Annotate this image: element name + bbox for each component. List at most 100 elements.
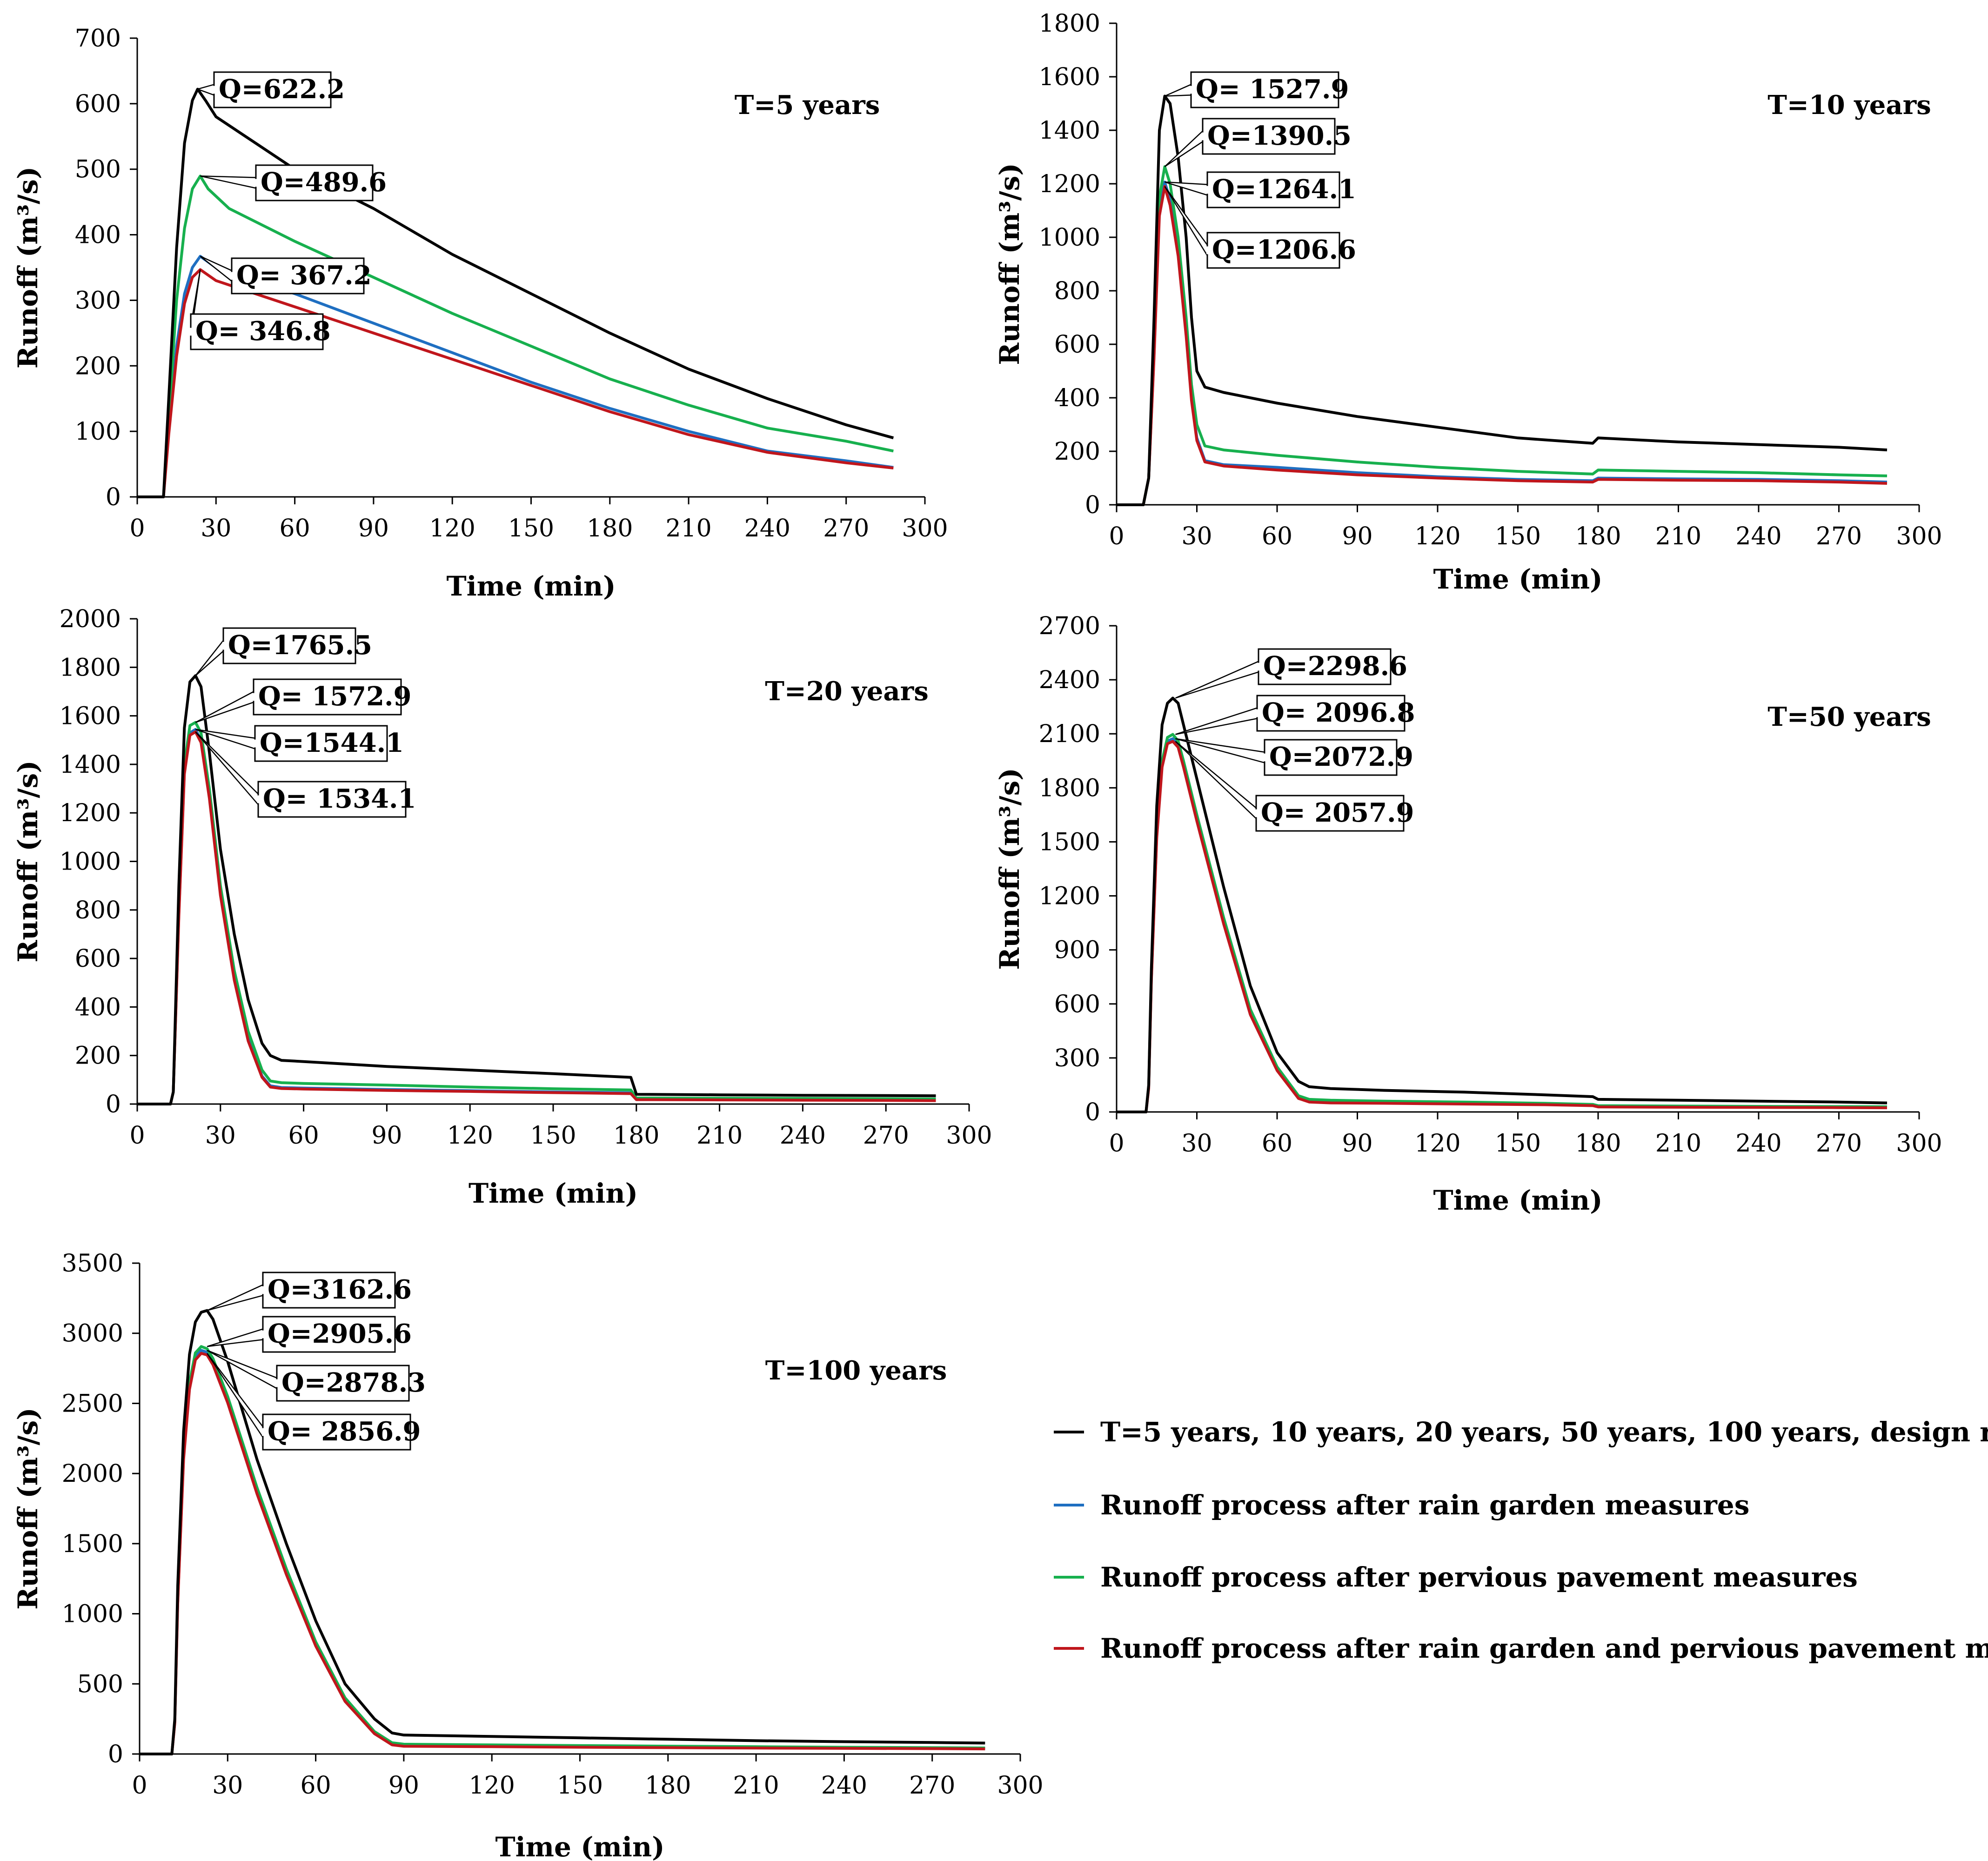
peak-callout: Q=2905.6 bbox=[207, 1316, 412, 1353]
x-tick-label: 90 bbox=[1342, 522, 1372, 550]
y-axis-label: Runoff (m³/s) bbox=[12, 1407, 44, 1610]
y-tick-label: 2700 bbox=[1039, 612, 1100, 640]
y-axis-label: Runoff (m³/s) bbox=[12, 167, 44, 369]
callout-label: Q=1544.1 bbox=[260, 728, 404, 758]
series-line-pervious bbox=[1117, 165, 1888, 506]
y-axis-label: Runoff (m³/s) bbox=[994, 768, 1025, 970]
x-tick-label: 210 bbox=[733, 1772, 779, 1800]
x-tick-label: 150 bbox=[530, 1122, 576, 1150]
callout-label: Q= 2057.9 bbox=[1261, 797, 1414, 828]
legend: T=5 years, 10 years, 20 years, 50 years,… bbox=[1054, 1416, 1988, 1664]
x-tick-label: 180 bbox=[613, 1122, 659, 1150]
callout-box bbox=[213, 71, 332, 108]
chart-panel-t20: 0 30 60 90 120 150 180 210 240 270 300 0 200 400 600 80… bbox=[12, 605, 992, 1209]
x-tick-label: 60 bbox=[280, 515, 310, 542]
y-tick-label: 1800 bbox=[1039, 10, 1100, 38]
x-tick-label: 60 bbox=[301, 1772, 331, 1800]
chart-title: T=100 years bbox=[765, 1355, 947, 1386]
x-axis-label: Time (min) bbox=[1433, 563, 1602, 595]
series-line-combined bbox=[140, 1352, 985, 1755]
y-tick-label: 1600 bbox=[60, 703, 121, 730]
y-tick-label: 600 bbox=[1054, 991, 1100, 1018]
series-line-design bbox=[1117, 94, 1888, 506]
peak-callout: Q=3162.6 bbox=[207, 1272, 412, 1311]
x-tick-label: 300 bbox=[902, 515, 948, 542]
x-tick-label: 240 bbox=[744, 515, 790, 542]
x-tick-label: 210 bbox=[665, 515, 711, 542]
series-line-combined bbox=[137, 730, 936, 1105]
chart-title: T=5 years bbox=[735, 90, 880, 120]
legend-item-combined: Runoff process after rain garden and per… bbox=[1054, 1633, 1988, 1664]
callout-label: Q= 346.8 bbox=[195, 316, 331, 347]
peak-callout: Q= 1572.9 bbox=[195, 678, 412, 723]
x-tick-label: 180 bbox=[1575, 522, 1621, 550]
callout-label: Q=2298.6 bbox=[1263, 651, 1407, 682]
x-tick-label: 180 bbox=[645, 1772, 691, 1800]
series-line-design bbox=[137, 87, 894, 498]
x-tick-label: 240 bbox=[780, 1122, 826, 1150]
series-line-rain-garden bbox=[1117, 181, 1888, 506]
y-tick-label: 1500 bbox=[62, 1530, 123, 1558]
x-tick-label: 0 bbox=[1109, 1130, 1124, 1158]
callout-box bbox=[1258, 648, 1392, 685]
x-tick-label: 240 bbox=[821, 1772, 867, 1800]
y-axis-label: Runoff (m³/s) bbox=[12, 760, 44, 963]
callout-label: Q=1390.5 bbox=[1207, 120, 1352, 151]
x-tick-label: 90 bbox=[371, 1122, 402, 1150]
peak-callout: Q=1544.1 bbox=[195, 725, 404, 762]
callout-pointer bbox=[195, 639, 224, 676]
y-tick-label: 300 bbox=[1054, 1044, 1100, 1072]
chart-title: T=10 years bbox=[1767, 90, 1931, 120]
peak-callout: Q=1390.5 bbox=[1164, 118, 1352, 167]
x-tick-label: 210 bbox=[1655, 1130, 1701, 1158]
y-axis-label: Runoff (m³/s) bbox=[994, 163, 1025, 365]
x-axis-label: Time (min) bbox=[1433, 1185, 1602, 1216]
x-tick-label: 150 bbox=[1495, 1130, 1541, 1158]
callout-label: Q=1765.5 bbox=[228, 630, 372, 661]
x-tick-label: 240 bbox=[1735, 1130, 1781, 1158]
series-line-combined bbox=[137, 268, 894, 498]
y-tick-label: 1800 bbox=[1039, 774, 1100, 802]
y-tick-label: 600 bbox=[75, 90, 121, 118]
x-tick-label: 300 bbox=[1896, 522, 1942, 550]
callout-label: Q=3162.6 bbox=[268, 1274, 412, 1305]
chart-panel-t100: 0 30 60 90 120 150 180 210 240 270 300050010001500… bbox=[12, 1250, 1044, 1861]
x-axis-label: Time (min) bbox=[446, 570, 616, 602]
peak-callout: Q=1765.5 bbox=[195, 627, 372, 676]
y-tick-label: 400 bbox=[1054, 384, 1100, 412]
y-tick-label: 2100 bbox=[1039, 720, 1100, 748]
y-tick-label: 900 bbox=[1054, 937, 1100, 964]
series-line-pervious bbox=[137, 721, 936, 1105]
x-tick-label: 270 bbox=[863, 1122, 909, 1150]
x-tick-label: 0 bbox=[129, 515, 145, 542]
x-tick-label: 0 bbox=[132, 1772, 147, 1800]
peak-callout: Q= 1534.1 bbox=[195, 731, 416, 818]
y-tick-label: 400 bbox=[75, 993, 121, 1021]
x-tick-label: 210 bbox=[1655, 522, 1701, 550]
callout-box bbox=[190, 313, 324, 350]
legend-label-pervious: Runoff process after pervious pavement m… bbox=[1100, 1561, 1858, 1593]
x-tick-label: 300 bbox=[997, 1772, 1043, 1800]
x-tick-label: 300 bbox=[1896, 1130, 1942, 1158]
x-tick-label: 180 bbox=[587, 515, 633, 542]
peak-callout: Q= 346.8 bbox=[190, 269, 331, 350]
callout-label: Q=2905.6 bbox=[268, 1319, 412, 1349]
callout-box bbox=[1206, 232, 1340, 269]
y-tick-label: 0 bbox=[1085, 491, 1100, 519]
x-tick-label: 270 bbox=[823, 515, 869, 542]
x-tick-label: 270 bbox=[1816, 522, 1862, 550]
y-tick-label: 1000 bbox=[1039, 224, 1100, 252]
y-tick-label: 1400 bbox=[1039, 117, 1100, 145]
x-tick-label: 0 bbox=[1109, 522, 1124, 550]
x-tick-label: 150 bbox=[508, 515, 554, 542]
y-tick-label: 1800 bbox=[60, 654, 121, 682]
legend-item-rain-garden: Runoff process after rain garden measure… bbox=[1054, 1489, 1749, 1521]
x-tick-label: 90 bbox=[388, 1772, 419, 1800]
peak-callout: Q=2878.3 bbox=[207, 1350, 426, 1402]
x-tick-label: 180 bbox=[1575, 1130, 1621, 1158]
x-tick-label: 150 bbox=[557, 1772, 603, 1800]
x-tick-label: 60 bbox=[288, 1122, 319, 1150]
y-tick-label: 800 bbox=[1054, 277, 1100, 305]
y-tick-label: 1000 bbox=[62, 1600, 123, 1628]
callout-label: Q= 1534.1 bbox=[263, 783, 416, 814]
